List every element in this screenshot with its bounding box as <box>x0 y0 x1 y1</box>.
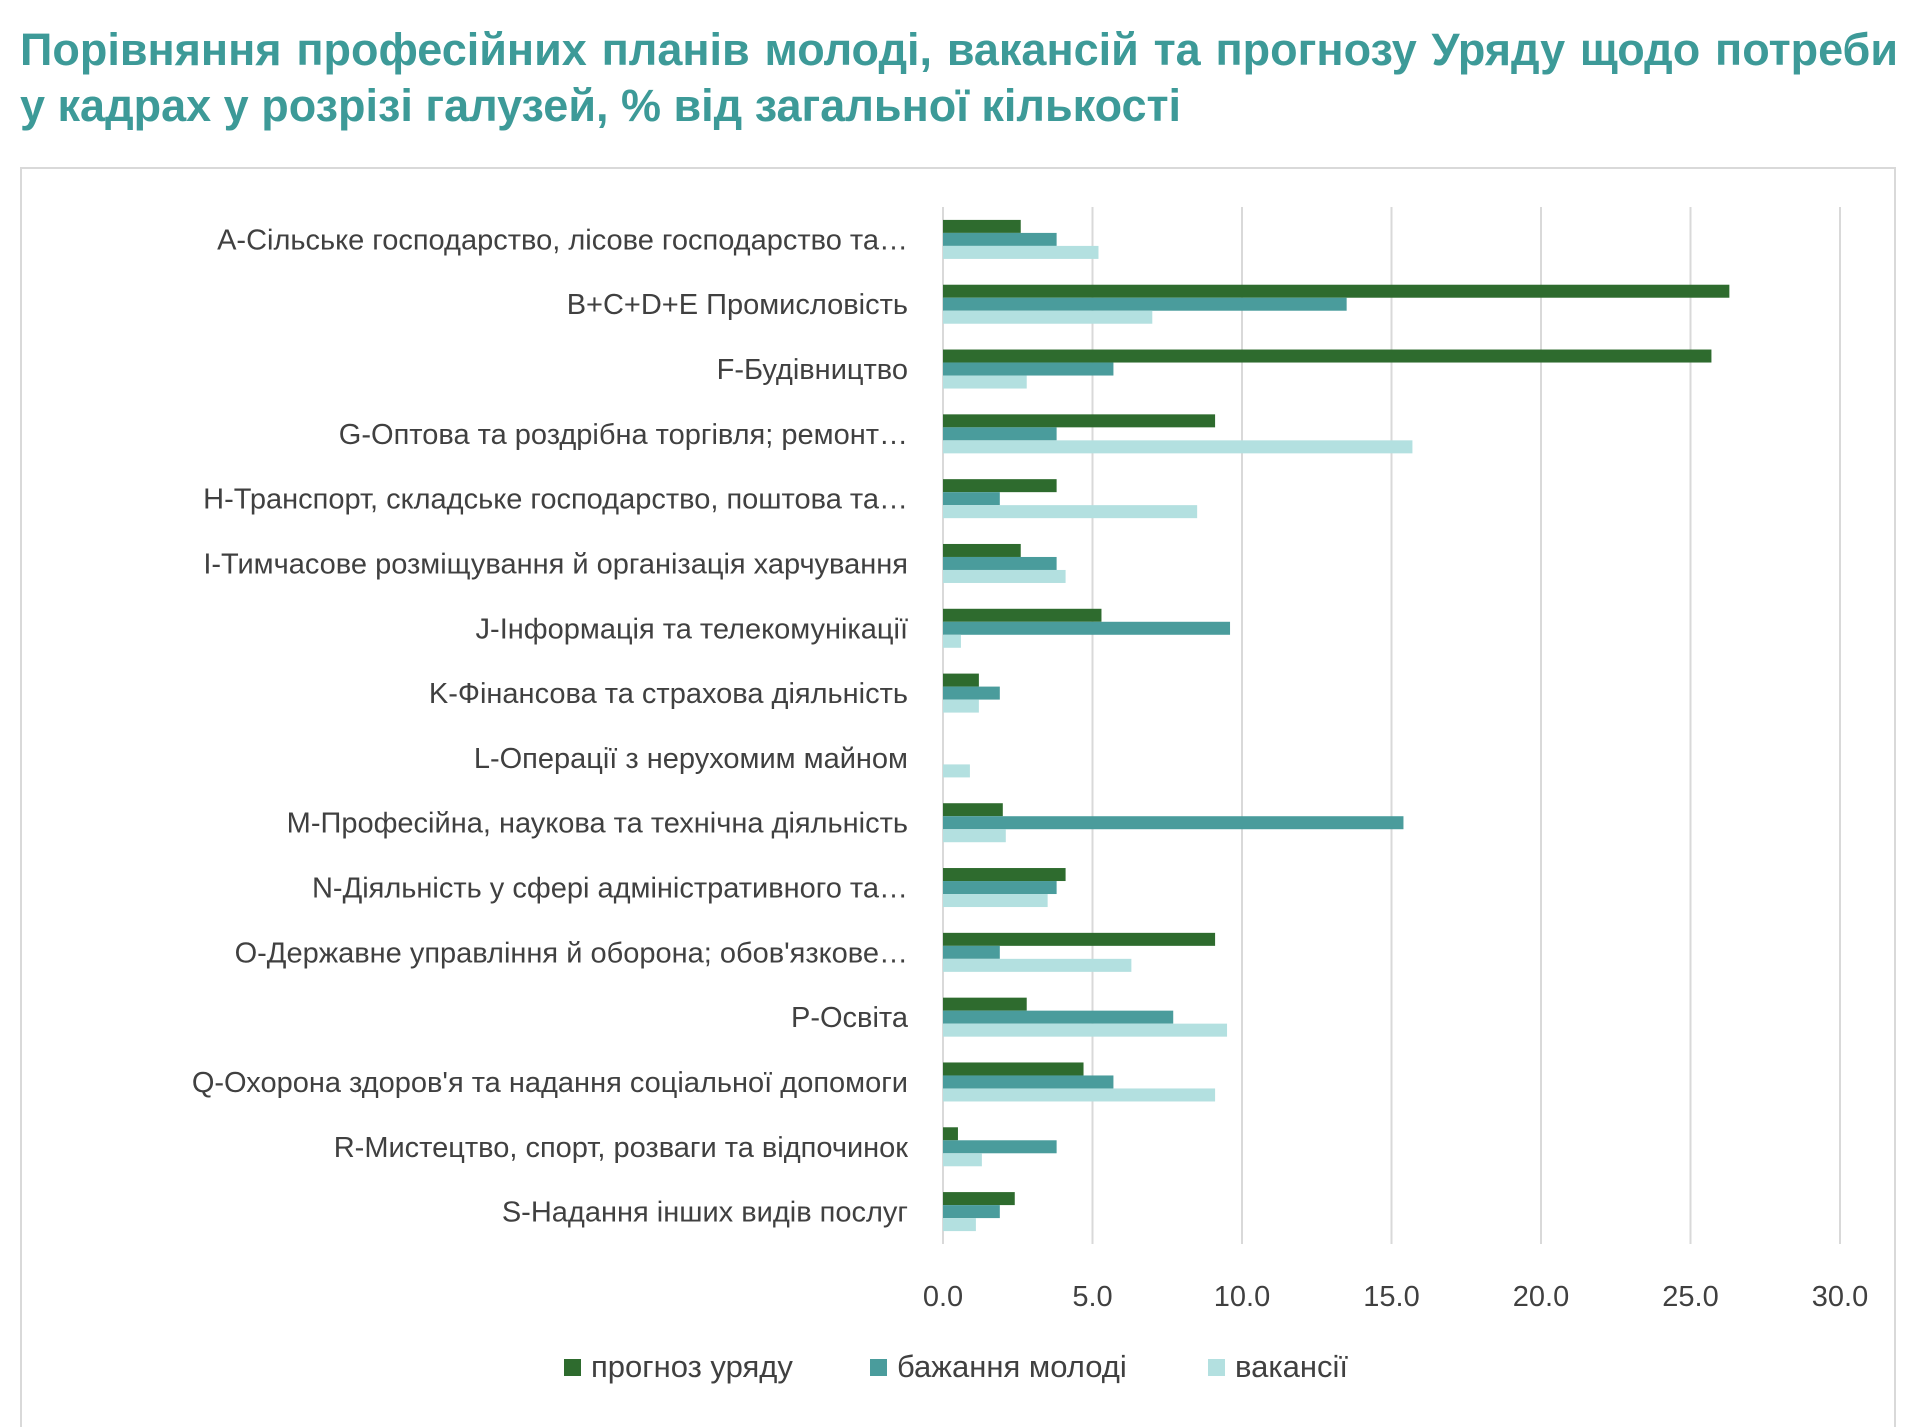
legend-label: вакансії <box>1235 1349 1348 1384</box>
bar-government-forecast <box>943 414 1216 428</box>
bar-vacancies <box>943 440 1413 454</box>
bar-government-forecast <box>943 803 1003 817</box>
category-label: Q-Охорона здоров'я та надання соціальної… <box>192 1067 908 1099</box>
bar-government-forecast <box>943 349 1712 363</box>
category-label: L-Операції з нерухомим майном <box>474 743 908 775</box>
x-tick-label: 5.0 <box>1072 1281 1112 1313</box>
bar-vacancies <box>943 634 961 648</box>
bar-vacancies <box>943 1153 982 1167</box>
bars <box>943 219 1730 1232</box>
bar-government-forecast <box>943 479 1057 493</box>
x-tick-label: 25.0 <box>1662 1281 1718 1313</box>
chart-frame: A-Сільське господарство, лісове господар… <box>20 167 1896 1427</box>
x-tick-label: 20.0 <box>1513 1281 1569 1313</box>
legend-label: бажання молоді <box>897 1349 1127 1384</box>
category-label: O-Державне управління й оборона; обов'яз… <box>235 937 908 969</box>
bar-youth-preference <box>943 816 1404 830</box>
category-labels: A-Сільське господарство, лісове господар… <box>192 224 909 1228</box>
bar-government-forecast <box>943 1192 1015 1206</box>
bar-vacancies <box>943 1218 976 1232</box>
bar-government-forecast <box>943 608 1102 622</box>
bar-vacancies <box>943 1088 1216 1102</box>
bar-vacancies <box>943 829 1006 843</box>
legend-swatch <box>1208 1359 1225 1376</box>
bar-government-forecast <box>943 868 1066 882</box>
category-label: B+C+D+E Промисловість <box>567 289 908 321</box>
bar-vacancies <box>943 245 1099 259</box>
x-tick-label: 0.0 <box>923 1281 963 1313</box>
page-title: Порівняння професійних планів молоді, ва… <box>20 24 1898 131</box>
x-tick-label: 15.0 <box>1363 1281 1419 1313</box>
legend: прогноз уряду бажання молоді вакансії <box>564 1349 1348 1384</box>
bar-vacancies <box>943 1023 1228 1037</box>
bar-vacancies <box>943 505 1198 519</box>
bar-vacancies <box>943 699 979 713</box>
bar-government-forecast <box>943 284 1730 298</box>
bar-youth-preference <box>943 945 1000 959</box>
legend-swatch <box>870 1359 887 1376</box>
x-axis-ticks: 0.0 5.0 10.0 15.0 20.0 25.0 30.0 <box>923 1281 1868 1313</box>
legend-label: прогноз уряду <box>591 1349 793 1384</box>
category-label: J-Інформація та телекомунікації <box>476 613 908 645</box>
bar-government-forecast <box>943 1062 1084 1076</box>
category-label: N-Діяльність у сфері адміністративного т… <box>312 873 908 905</box>
category-label: P-Освіта <box>791 1002 909 1034</box>
bar-youth-preference <box>943 492 1000 506</box>
bar-youth-preference <box>943 427 1057 441</box>
bar-government-forecast <box>943 932 1216 946</box>
category-label: I-Тимчасове розміщування й організація х… <box>203 548 908 580</box>
bar-vacancies <box>943 764 970 778</box>
category-label: R-Мистецтво, спорт, розваги та відпочино… <box>334 1132 909 1164</box>
bar-youth-preference <box>943 881 1057 895</box>
bar-youth-preference <box>943 297 1347 311</box>
category-label: A-Сільське господарство, лісове господар… <box>217 224 908 256</box>
bar-youth-preference <box>943 362 1114 376</box>
category-label: F-Будівництво <box>717 354 908 386</box>
bar-youth-preference <box>943 556 1057 570</box>
bar-vacancies <box>943 375 1027 389</box>
bar-government-forecast <box>943 997 1027 1011</box>
x-tick-label: 30.0 <box>1812 1281 1868 1313</box>
gridlines <box>942 207 1841 1244</box>
bar-government-forecast <box>943 673 979 687</box>
x-tick-label: 10.0 <box>1214 1281 1270 1313</box>
bar-government-forecast <box>943 1127 958 1141</box>
category-label: K-Фінансова та страхова діяльність <box>429 678 908 710</box>
bar-vacancies <box>943 569 1066 583</box>
category-label: S-Надання інших видів послуг <box>502 1197 908 1229</box>
legend-swatch <box>564 1359 581 1376</box>
category-label: G-Оптова та роздрібна торгівля; ремонт… <box>339 419 908 451</box>
bar-youth-preference <box>943 232 1057 246</box>
bar-youth-preference <box>943 1075 1114 1089</box>
bar-vacancies <box>943 310 1153 324</box>
bar-government-forecast <box>943 543 1021 557</box>
bar-youth-preference <box>943 1205 1000 1219</box>
bar-government-forecast <box>943 219 1021 233</box>
bar-youth-preference <box>943 1010 1174 1024</box>
bar-youth-preference <box>943 1140 1057 1154</box>
category-label: H-Транспорт, складське господарство, пош… <box>203 484 908 516</box>
category-label: M-Професійна, наукова та технічна діяльн… <box>287 808 908 840</box>
bar-youth-preference <box>943 686 1000 700</box>
bar-youth-preference <box>943 621 1231 635</box>
bar-vacancies <box>943 894 1048 908</box>
bar-vacancies <box>943 958 1132 972</box>
bar-chart: A-Сільське господарство, лісове господар… <box>192 207 1868 1384</box>
